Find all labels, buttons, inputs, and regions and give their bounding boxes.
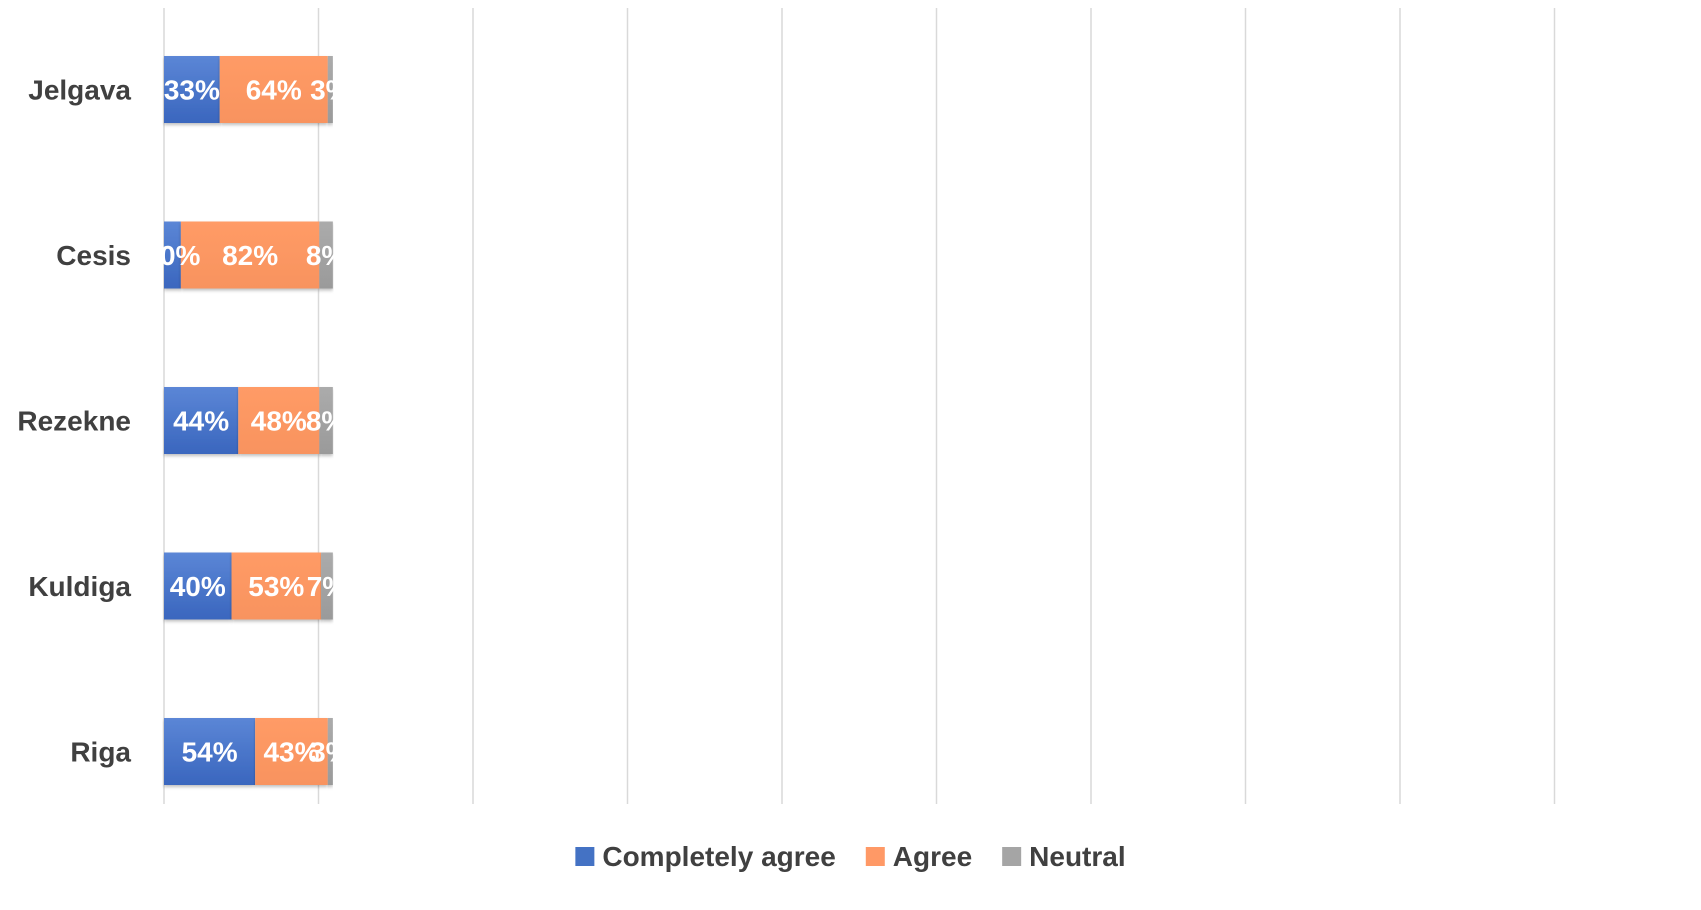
bar-neutral-cesis: [319, 221, 333, 289]
legend-item-neutral: Neutral: [1002, 841, 1126, 872]
bar-agree-rezekne: [238, 387, 320, 454]
legend-label: Completely agree: [602, 841, 835, 872]
bar-agree-cesis: [180, 221, 320, 289]
bar-agree-jelgava: [219, 56, 328, 123]
legend-swatch: [1002, 847, 1022, 866]
legend-label: Neutral: [1029, 841, 1125, 872]
data-label: 10%: [144, 240, 200, 271]
data-label: 48%: [251, 406, 307, 437]
legend-item-agree: Agree: [865, 841, 972, 872]
data-label: 40%: [170, 571, 226, 602]
bar-neutral-jelgava: [327, 56, 333, 123]
data-label: 3%: [310, 75, 351, 106]
category-label-kuldiga: Kuldiga: [28, 571, 131, 602]
bar-neutral-riga: [327, 718, 333, 785]
legend-item-completely-agree: Completely agree: [575, 841, 836, 872]
data-labels: 33% 64% 3%10% 82% 8%44% 48% 8%40% 53% 7%54% 43%3%: [144, 75, 350, 768]
legend: Completely agree Agree Neutral: [575, 841, 1126, 872]
bar-completely-agree-kuldiga: [164, 552, 232, 620]
bar-completely-agree-rezekne: [164, 387, 239, 454]
bar-neutral-kuldiga: [321, 552, 333, 620]
bar-agree-kuldiga: [231, 552, 322, 620]
legend-swatch: [575, 847, 595, 866]
legend-swatch: [865, 847, 885, 866]
category-label-cesis: Cesis: [56, 240, 131, 271]
bar-completely-agree-riga: [164, 718, 256, 785]
data-label: 7%: [307, 571, 348, 602]
bars: [164, 56, 333, 785]
data-label: 3%: [310, 737, 351, 768]
data-label: 53%: [248, 571, 304, 602]
bar-neutral-rezekne: [319, 387, 333, 454]
data-label: 64%: [246, 75, 302, 106]
category-label-rezekne: Rezekne: [17, 406, 131, 437]
data-label: 43%: [263, 737, 319, 768]
category-label-riga: Riga: [70, 737, 131, 768]
gridlines: [163, 8, 1556, 804]
data-label: 8%: [306, 406, 347, 437]
data-label: 44%: [173, 406, 229, 437]
bar-completely-agree-jelgava: [164, 56, 220, 123]
bar-agree-riga: [255, 718, 328, 785]
category-label-jelgava: Jelgava: [28, 75, 131, 106]
data-label: 82%: [222, 240, 278, 271]
legend-label: Agree: [893, 841, 972, 872]
data-label: 8%: [306, 240, 347, 271]
data-label: 54%: [182, 737, 238, 768]
bar-completely-agree-cesis: [164, 221, 181, 289]
category-axis: Jelgava Cesis Rezekne Kuldiga Riga: [17, 75, 131, 768]
data-label: 33%: [164, 75, 220, 106]
